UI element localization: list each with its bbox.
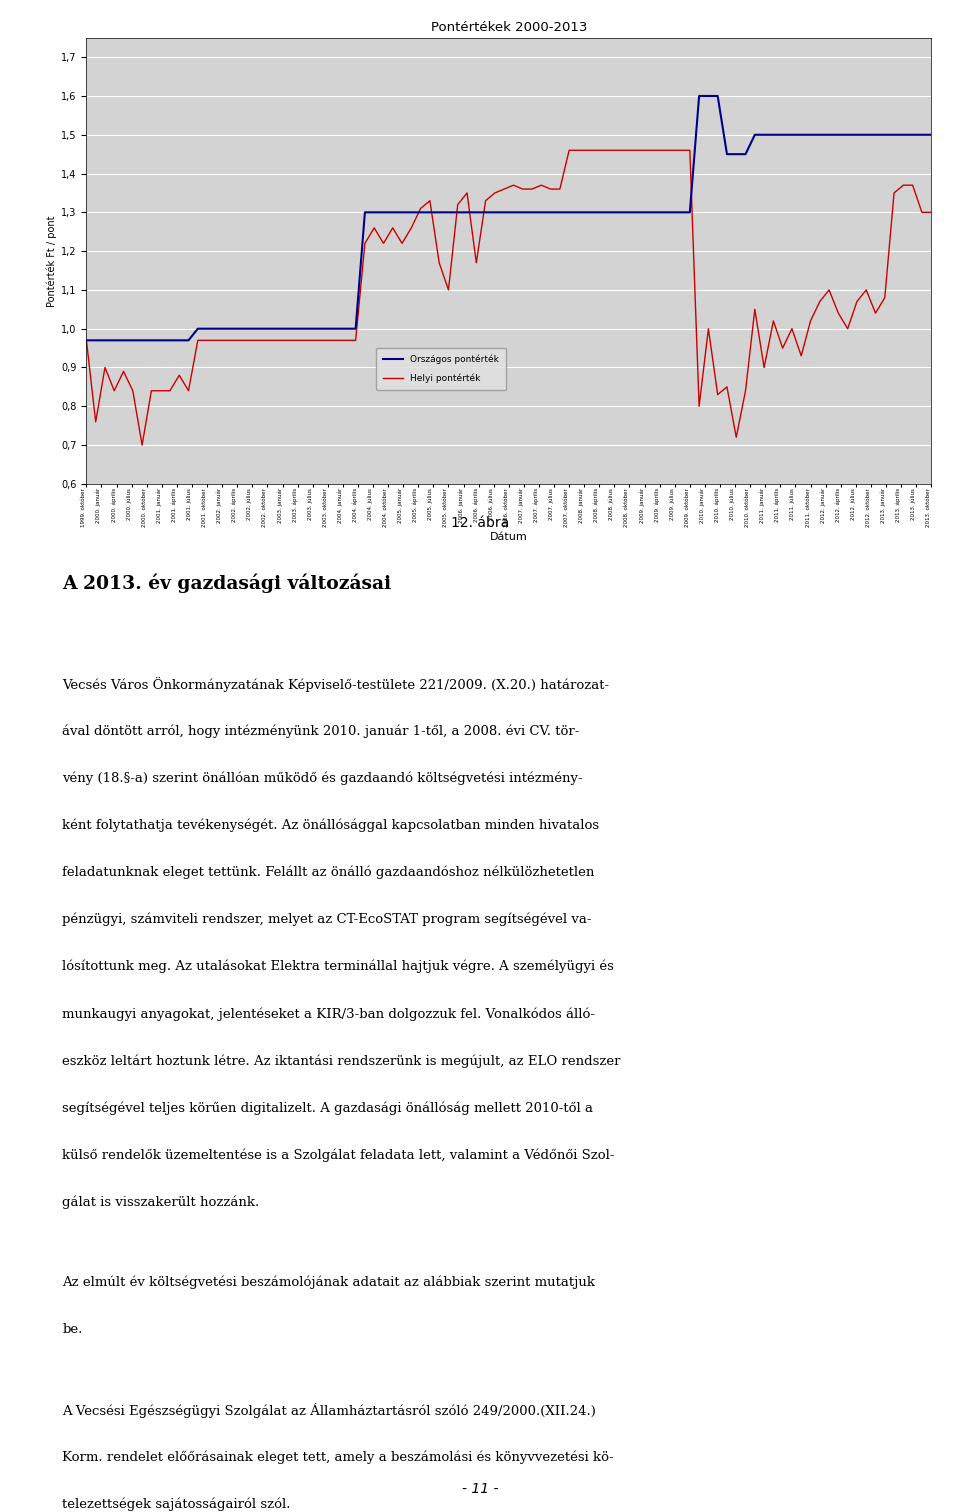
Text: 12. ábra: 12. ábra — [451, 516, 509, 531]
Legend: Országos pontérték, Helyi pontérték: Országos pontérték, Helyi pontérték — [376, 348, 507, 390]
Text: A Vecsési Egészségügyi Szolgálat az Államháztartásról szóló 249/2000.(XII.24.): A Vecsési Egészségügyi Szolgálat az Álla… — [62, 1403, 596, 1418]
Text: - 11 -: - 11 - — [462, 1482, 498, 1497]
Text: ként folytathatja tevékenységét. Az önállósággal kapcsolatban minden hivatalos: ként folytathatja tevékenységét. Az önál… — [62, 818, 600, 832]
Text: gálat is visszakerült hozzánk.: gálat is visszakerült hozzánk. — [62, 1196, 259, 1210]
Text: be.: be. — [62, 1323, 83, 1337]
Text: Korm. rendelet előőrásainak eleget tett, amely a beszámolási és könyvvezetési kö: Korm. rendelet előőrásainak eleget tett,… — [62, 1450, 614, 1464]
Text: Vecsés Város Önkormányzatának Képviselő-testülete 221/2009. (X.20.) határozat-: Vecsés Város Önkormányzatának Képviselő-… — [62, 677, 610, 692]
Text: segítségével teljes körűen digitalizelt. A gazdasági önállóság mellett 2010-től : segítségével teljes körűen digitalizelt.… — [62, 1101, 593, 1114]
Text: pénzügyi, számviteli rendszer, melyet az CT-EcoSTAT program segítségével va-: pénzügyi, számviteli rendszer, melyet az… — [62, 913, 592, 927]
Title: Pontértékek 2000-2013: Pontértékek 2000-2013 — [431, 21, 587, 33]
Text: lósítottunk meg. Az utalásokat Elektra terminállal hajtjuk végre. A személyügyi : lósítottunk meg. Az utalásokat Elektra t… — [62, 960, 614, 974]
Text: ával döntött arról, hogy intézményünk 2010. január 1-től, a 2008. évi CV. tör-: ával döntött arról, hogy intézményünk 20… — [62, 724, 580, 738]
X-axis label: Dátum: Dátum — [490, 532, 528, 543]
Y-axis label: Pontérték Ft / pont: Pontérték Ft / pont — [46, 215, 57, 307]
Text: külső rendelők üzemeltentése is a Szolgálat feladata lett, valamint a Védőnői Sz: külső rendelők üzemeltentése is a Szolgá… — [62, 1149, 615, 1163]
Text: munkaugyi anyagokat, jelentéseket a KIR/3-ban dolgozzuk fel. Vonalkódos álló-: munkaugyi anyagokat, jelentéseket a KIR/… — [62, 1007, 595, 1021]
Text: eszköz leltárt hoztunk létre. Az iktantási rendszerünk is megújult, az ELO rends: eszköz leltárt hoztunk létre. Az iktantá… — [62, 1054, 621, 1067]
Text: A 2013. év gazdasági változásai: A 2013. év gazdasági változásai — [62, 573, 392, 593]
Text: feladatunknak eleget tettünk. Felállt az önálló gazdaandóshoz nélkülözhetetlen: feladatunknak eleget tettünk. Felállt az… — [62, 865, 595, 878]
Text: telezettségek sajátosságairól szól.: telezettségek sajátosságairól szól. — [62, 1498, 291, 1510]
Text: vény (18.§-a) szerint önállóan működő és gazdaandó költségvetési intézmény-: vény (18.§-a) szerint önállóan működő és… — [62, 771, 583, 785]
Text: Az elmúlt év költségvetési beszámolójának adatait az alábbiak szerint mutatjuk: Az elmúlt év költségvetési beszámolójána… — [62, 1276, 595, 1290]
